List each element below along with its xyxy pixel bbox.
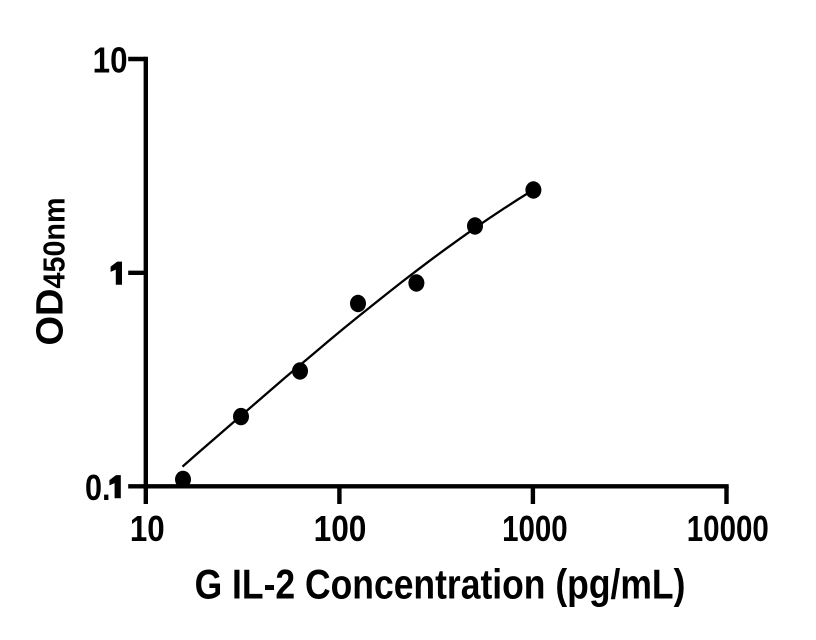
svg-text:0.: 0.	[85, 469, 111, 509]
svg-text:10000: 10000	[687, 508, 769, 548]
svg-text:10: 10	[130, 509, 165, 550]
svg-text:1000: 1000	[502, 508, 568, 548]
svg-text:100: 100	[314, 509, 367, 549]
svg-text:10: 10	[93, 41, 128, 82]
svg-text:G IL-2 Concentration (pg/mL): G IL-2 Concentration (pg/mL)	[195, 562, 686, 608]
svg-text:OD450nm: OD450nm	[30, 198, 72, 346]
